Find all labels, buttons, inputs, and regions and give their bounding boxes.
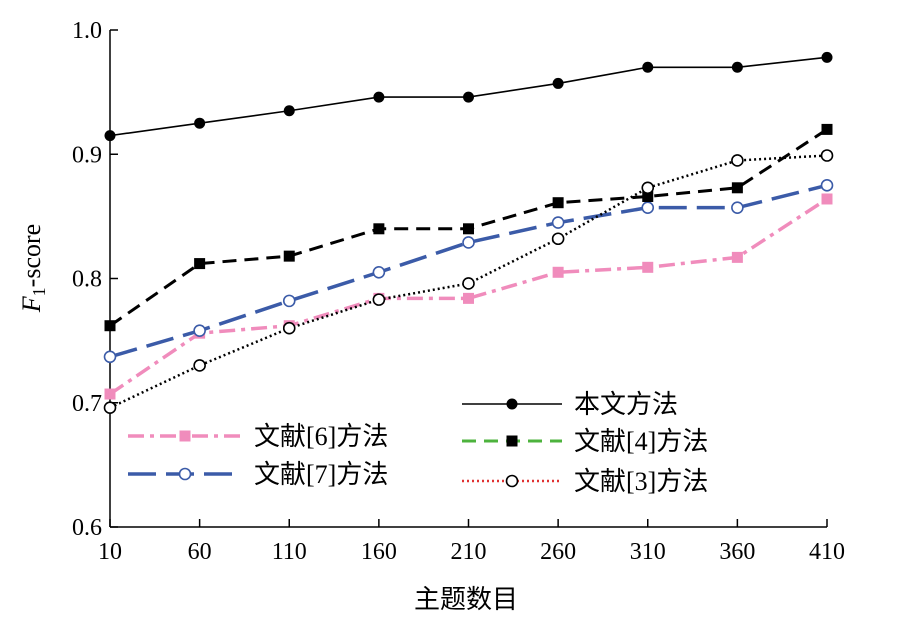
data-point [551,216,565,229]
x-tick-label: 110 [272,539,307,565]
legend-label: 文献[3]方法 [574,467,708,496]
data-point [552,266,564,278]
data-point [641,181,655,195]
data-point [820,149,834,162]
legend-marker [506,435,518,447]
data-point [731,201,744,214]
series-group [103,179,834,364]
data-point [642,61,654,73]
legend-marker [506,398,518,410]
series-group [103,149,834,415]
data-point [373,223,385,235]
legend-item: 文献[7]方法 [128,460,388,489]
axes: 0.6 0.7 0.8 0.9 1.0 10 60 110 160 210 260 310 360 410 [72,18,845,565]
legend-marker [179,430,191,442]
y-axis-title-italic: F [17,295,46,313]
data-point [821,51,833,63]
legend-item: 文献[3]方法 [462,467,708,496]
data-point [731,251,743,263]
data-point [283,105,295,117]
x-tick-label: 60 [188,539,212,565]
data-point [642,190,654,202]
data-point [104,130,116,142]
data-point [731,182,743,194]
data-point [463,91,474,103]
data-point [103,350,117,364]
series-line [109,183,828,359]
y-tick-label: 0.8 [72,267,102,293]
data-point [194,117,206,129]
data-point [104,320,116,332]
x-axis-title: 主题数目 [414,585,518,614]
x-tick-label: 160 [361,539,397,565]
data-point [463,292,474,304]
data-point [552,197,564,209]
legend-item: 本文方法 [462,390,678,419]
series-line [109,197,828,396]
data-point [104,388,116,400]
data-point [282,321,296,335]
data-point [282,294,296,308]
legend-label: 文献[7]方法 [254,460,388,489]
y-axis-title-subscript: 1 [29,287,49,296]
legend-item: 文献[6]方法 [128,422,388,451]
data-point [551,232,565,246]
data-point [283,250,295,262]
data-point [373,91,385,103]
data-point [193,359,206,372]
data-point [731,61,743,73]
data-point [103,401,117,415]
series-group [104,123,833,332]
x-tick-label: 210 [451,539,487,565]
data-point [372,293,386,306]
x-tick-label: 10 [98,539,122,565]
data-point [372,265,386,279]
data-point [821,123,833,135]
x-tick-label: 410 [809,539,845,565]
legend-label: 本文方法 [574,390,678,419]
data-point [193,324,206,337]
data-point [642,261,654,273]
legend-marker [178,467,192,481]
y-axis-title: F1-score [17,224,49,313]
legend-item: 文献[4]方法 [462,427,708,456]
data-point [820,179,834,192]
y-tick-label: 0.7 [72,391,102,417]
data-point [731,154,744,167]
series-layer [103,51,834,415]
data-point [552,77,564,89]
series-group [104,51,833,142]
x-tick-label: 360 [719,539,755,565]
data-point [641,201,655,214]
data-point [821,193,833,205]
x-tick-label: 260 [540,539,576,565]
y-tick-label: 1.0 [72,18,102,44]
data-point [463,223,474,235]
data-point [462,236,475,249]
y-axis-title-rest: -score [17,224,46,288]
y-tick-label: 0.6 [72,515,102,541]
legend-marker [505,474,519,488]
data-point [462,277,475,290]
legend-label: 文献[4]方法 [574,427,708,456]
legend-label: 文献[6]方法 [254,422,388,451]
y-tick-label: 0.9 [72,142,102,168]
data-point [194,258,206,270]
x-tick-label: 310 [630,539,666,565]
